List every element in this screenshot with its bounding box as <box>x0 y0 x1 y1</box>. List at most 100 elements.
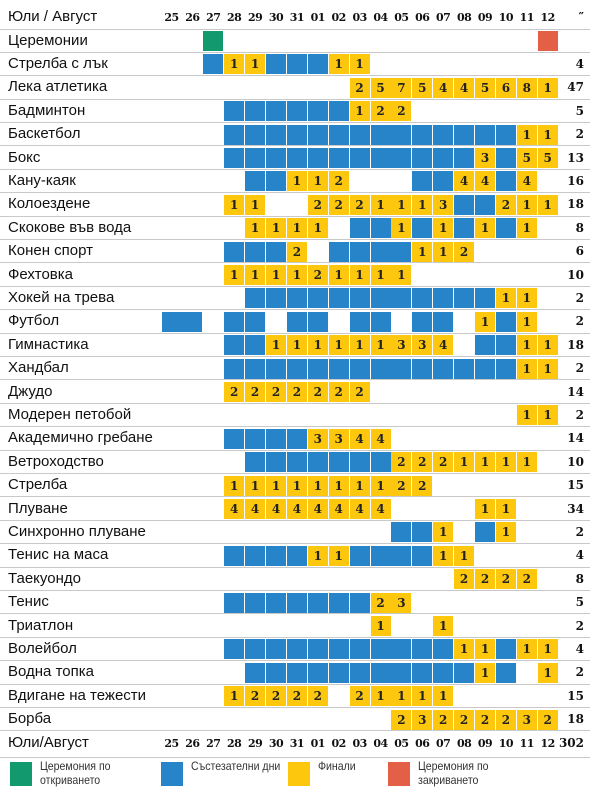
competition-day-cell <box>224 592 245 613</box>
finals-cell: 2 <box>454 709 475 730</box>
competition-day-cell <box>412 148 433 168</box>
finals-cell: 1 <box>475 218 495 239</box>
competition-day-cell <box>475 522 495 543</box>
finals-cell: 2 <box>266 382 286 402</box>
sport-row: Футбол 1 1 2 <box>0 310 590 334</box>
competition-day-cell <box>203 54 224 75</box>
competition-day-cell <box>266 124 286 145</box>
competition-day-cell <box>433 311 454 332</box>
competition-day-cell <box>495 335 516 356</box>
sport-row: Ветроходство 2 2 2 1 1 1 1 10 <box>0 451 590 475</box>
finals-cell: 1 <box>307 475 328 496</box>
date-label: 05 <box>394 736 409 750</box>
finals-cell: 1 <box>307 218 328 239</box>
sport-total: 14 <box>567 384 584 399</box>
date-label: 05 <box>394 11 409 24</box>
competition-day-cell <box>391 124 412 145</box>
competition-day-cell <box>224 639 245 660</box>
finals-cell: 4 <box>307 499 328 519</box>
competition-day-cell <box>412 358 433 379</box>
finals-cell: 1 <box>349 101 370 122</box>
sport-row: Стрелба с лък 1 1 1 1 4 <box>0 53 590 77</box>
sport-total: 2 <box>575 127 584 142</box>
finals-cell: 1 <box>537 124 558 145</box>
finals-cell: 1 <box>537 335 558 356</box>
finals-cell: 4 <box>433 77 454 98</box>
competition-day-cell <box>245 428 266 449</box>
sport-name: Плуване <box>8 499 68 517</box>
competition-day-cell <box>224 311 245 332</box>
sport-row: Вдигане на тежести 1 2 2 2 2 2 1 1 1 1 15 <box>0 685 590 709</box>
sport-total: 47 <box>567 80 584 95</box>
finals-cell: 1 <box>224 194 245 215</box>
competition-day-cell <box>328 288 349 309</box>
sport-name: Таекуондо <box>8 569 81 587</box>
finals-cell: 1 <box>245 54 266 75</box>
finals-cell: 4 <box>516 171 537 192</box>
finals-cell: 2 <box>475 569 495 590</box>
finals-cell: 2 <box>328 382 349 402</box>
finals-cell: 2 <box>475 709 495 730</box>
sport-name: Церемонии <box>8 31 88 49</box>
date-label: 29 <box>247 11 263 24</box>
sport-total: 16 <box>567 173 584 188</box>
finals-cell: 1 <box>516 452 537 473</box>
competition-day-cell <box>412 639 433 660</box>
finals-cell: 1 <box>516 288 537 309</box>
date-label: 11 <box>519 736 535 750</box>
finals-cell: 1 <box>224 686 245 707</box>
sport-name: Триатлон <box>8 616 74 634</box>
competition-day-cell <box>391 288 412 309</box>
finals-cell: 4 <box>370 499 391 519</box>
competition-day-cell <box>245 335 266 356</box>
competition-day-cell <box>307 311 328 332</box>
competition-day-cell <box>495 124 516 145</box>
finals-cell: 4 <box>433 335 454 356</box>
finals-cell: 1 <box>307 171 328 192</box>
date-label: 04 <box>373 11 388 24</box>
sport-name: Лека атлетика <box>8 78 108 96</box>
finals-cell: 3 <box>516 709 537 730</box>
finals-cell: 1 <box>266 335 286 356</box>
finals-cell: 1 <box>516 218 537 239</box>
date-label: 08 <box>456 736 472 750</box>
sport-name: Борба <box>8 710 52 728</box>
finals-cell: 3 <box>391 335 412 356</box>
competition-day-cell <box>286 101 307 122</box>
competition-day-cell <box>349 288 370 309</box>
sport-total: 10 <box>567 267 584 282</box>
footer-row: Юли/Август 25 26 27 28 29 30 31 01 02 03 04 05 06 07 0… <box>0 732 590 758</box>
competition-day-cell <box>328 101 349 122</box>
finals-cell: 4 <box>370 428 391 449</box>
date-label: 12 <box>540 736 556 750</box>
finals-cell: 4 <box>266 499 286 519</box>
finals-cell: 1 <box>454 639 475 660</box>
competition-day-cell <box>266 241 286 262</box>
finals-cell: 3 <box>328 428 349 449</box>
closing-ceremony-cell <box>537 31 558 51</box>
competition-day-cell <box>391 662 412 683</box>
competition-day-cell <box>454 148 475 168</box>
finals-cell: 2 <box>391 452 412 473</box>
competition-day-cell <box>266 288 286 309</box>
finals-cell: 2 <box>433 452 454 473</box>
finals-cell: 1 <box>349 475 370 496</box>
finals-cell: 1 <box>391 194 412 215</box>
finals-cell: 1 <box>370 475 391 496</box>
finals-cell: 2 <box>286 686 307 707</box>
competition-day-cell <box>433 288 454 309</box>
finals-cell: 4 <box>454 77 475 98</box>
finals-cell: 1 <box>286 265 307 285</box>
finals-cell: 1 <box>516 311 537 332</box>
competition-day-cell <box>495 639 516 660</box>
finals-cell: 1 <box>475 639 495 660</box>
competition-day-cell <box>328 452 349 473</box>
finals-cell: 1 <box>286 335 307 356</box>
sport-name: Ветроходство <box>8 452 104 470</box>
competition-day-cell <box>370 218 391 239</box>
sport-total: 4 <box>575 56 584 71</box>
competition-day-cell <box>307 124 328 145</box>
finals-cell: 2 <box>307 382 328 402</box>
finals-cell: 4 <box>286 499 307 519</box>
finals-cell: 1 <box>454 545 475 566</box>
